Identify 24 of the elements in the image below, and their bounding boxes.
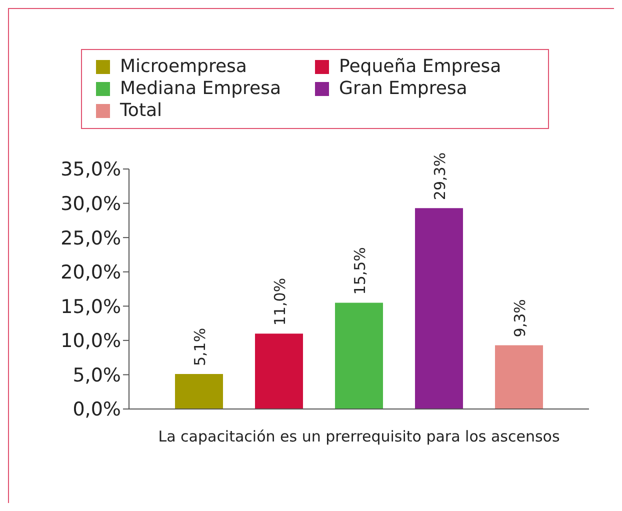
y-tick-label: 10,0%	[60, 330, 121, 352]
data-label: 9,3%	[511, 299, 529, 338]
legend-label: Mediana Empresa	[120, 78, 282, 100]
y-tick-label: 25,0%	[60, 227, 121, 250]
data-label: 5,1%	[191, 328, 209, 366]
data-label: 15,5%	[351, 247, 369, 295]
legend-label: Microempresa	[120, 56, 247, 78]
bar	[335, 302, 383, 409]
y-tick-label: 0,0%	[72, 398, 121, 421]
y-tick-label: 5,0%	[72, 364, 121, 386]
bar	[415, 208, 463, 409]
bar	[175, 374, 223, 409]
y-tick-label: 35,0%	[60, 158, 121, 181]
y-tick-label: 30,0%	[60, 193, 121, 216]
legend-label: Pequeña Empresa	[339, 56, 502, 78]
legend-label: Gran Empresa	[339, 78, 468, 100]
x-tick-label: La capacitación es un prerrequisito para los ascensos	[158, 428, 560, 446]
y-tick-label: 20,0%	[60, 262, 121, 284]
legend-label: Total	[120, 100, 162, 122]
data-label: 29,3%	[431, 152, 449, 200]
y-tick-label: 15,0%	[60, 296, 121, 318]
bar	[255, 334, 303, 409]
data-label: 11,0%	[271, 278, 289, 326]
bar	[495, 345, 543, 409]
